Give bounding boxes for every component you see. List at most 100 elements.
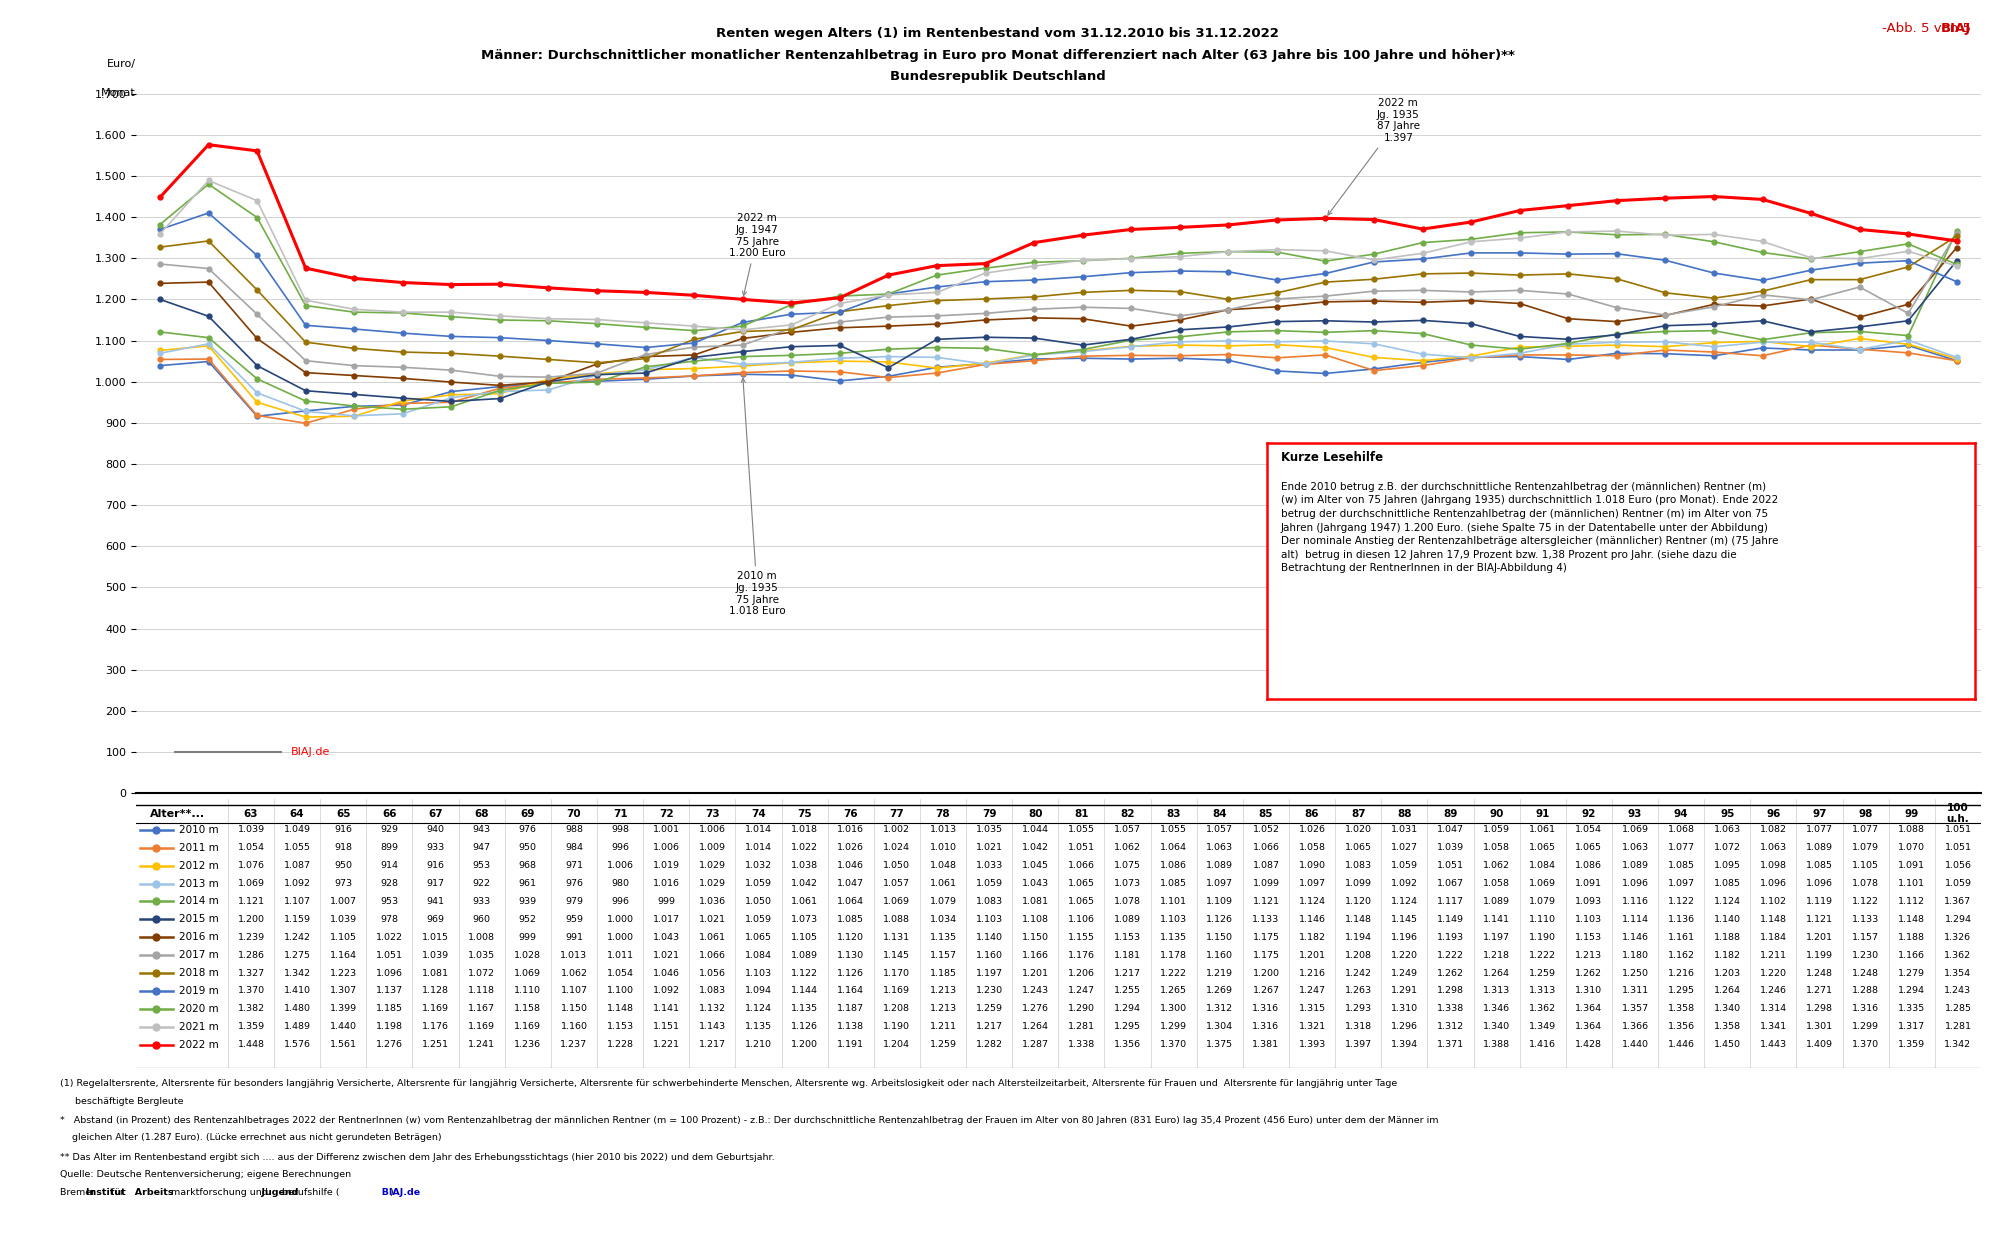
Text: 1.112: 1.112 bbox=[1899, 897, 1925, 906]
Text: 1.002: 1.002 bbox=[884, 826, 910, 834]
Text: 83: 83 bbox=[1167, 808, 1181, 818]
Text: 1.065: 1.065 bbox=[1576, 843, 1602, 852]
Text: 1.158: 1.158 bbox=[515, 1004, 541, 1013]
Text: 1.184: 1.184 bbox=[1760, 933, 1788, 942]
Text: 1.126: 1.126 bbox=[1207, 914, 1233, 924]
Text: 1.342: 1.342 bbox=[283, 968, 311, 978]
Text: 1.022: 1.022 bbox=[375, 933, 403, 942]
Text: 1.062: 1.062 bbox=[1113, 843, 1141, 852]
Text: 1.087: 1.087 bbox=[283, 861, 311, 871]
Text: 1.149: 1.149 bbox=[1436, 914, 1464, 924]
Text: Renten wegen Alters (1) im Rentenbestand vom 31.12.2010 bis 31.12.2022: Renten wegen Alters (1) im Rentenbestand… bbox=[716, 27, 1279, 40]
Text: 1.058: 1.058 bbox=[1299, 843, 1325, 852]
Text: 984: 984 bbox=[565, 843, 583, 852]
Text: 1.316: 1.316 bbox=[1851, 1004, 1879, 1013]
Text: 1.247: 1.247 bbox=[1299, 987, 1325, 995]
Text: 1.220: 1.220 bbox=[1391, 950, 1418, 959]
Text: 2017 m: 2017 m bbox=[180, 950, 219, 960]
Text: 1.084: 1.084 bbox=[744, 950, 772, 959]
Text: 1.393: 1.393 bbox=[1299, 1040, 1327, 1049]
Text: 971: 971 bbox=[565, 861, 583, 871]
Text: 1.263: 1.263 bbox=[1345, 987, 1373, 995]
Text: 1.208: 1.208 bbox=[1345, 950, 1373, 959]
Text: 1.357: 1.357 bbox=[1622, 1004, 1648, 1013]
Text: 1.072: 1.072 bbox=[1714, 843, 1742, 852]
Text: 1.150: 1.150 bbox=[1207, 933, 1233, 942]
Text: 1.366: 1.366 bbox=[1622, 1022, 1648, 1032]
Text: 1.059: 1.059 bbox=[744, 879, 772, 888]
Text: 1.346: 1.346 bbox=[1482, 1004, 1510, 1013]
Text: 1.338: 1.338 bbox=[1436, 1004, 1464, 1013]
Text: 978: 978 bbox=[381, 914, 399, 924]
Text: 1.059: 1.059 bbox=[744, 914, 772, 924]
Text: 2022 m
Jg. 1935
87 Jahre
1.397: 2022 m Jg. 1935 87 Jahre 1.397 bbox=[1329, 99, 1420, 215]
Text: 1.008: 1.008 bbox=[469, 933, 495, 942]
Text: 916: 916 bbox=[427, 861, 445, 871]
Text: 1.099: 1.099 bbox=[1345, 879, 1373, 888]
Text: 1.294: 1.294 bbox=[1899, 987, 1925, 995]
Text: 1.166: 1.166 bbox=[1021, 950, 1049, 959]
Text: 1.190: 1.190 bbox=[884, 1022, 910, 1032]
Text: BIAJ.de: BIAJ.de bbox=[291, 747, 331, 757]
Text: 1.103: 1.103 bbox=[976, 914, 1003, 924]
Text: 1.103: 1.103 bbox=[744, 968, 772, 978]
Text: Jugend: Jugend bbox=[60, 1188, 297, 1197]
Text: 1.311: 1.311 bbox=[1622, 987, 1648, 995]
Text: 1.264: 1.264 bbox=[1021, 1022, 1049, 1032]
Text: 1.200: 1.200 bbox=[237, 914, 265, 924]
Text: 1.249: 1.249 bbox=[1391, 968, 1418, 978]
Text: 1.076: 1.076 bbox=[237, 861, 265, 871]
Text: 68: 68 bbox=[475, 808, 489, 818]
Text: 1.217: 1.217 bbox=[1113, 968, 1141, 978]
Text: 979: 979 bbox=[565, 897, 583, 906]
Text: 1.296: 1.296 bbox=[1391, 1022, 1418, 1032]
Text: 1.248: 1.248 bbox=[1805, 968, 1833, 978]
Text: 1.077: 1.077 bbox=[1668, 843, 1694, 852]
Text: 1.359: 1.359 bbox=[237, 1022, 265, 1032]
Text: 1.094: 1.094 bbox=[744, 987, 772, 995]
Text: 1.157: 1.157 bbox=[930, 950, 956, 959]
Text: 72: 72 bbox=[658, 808, 674, 818]
Text: 1.197: 1.197 bbox=[1482, 933, 1510, 942]
Text: 71: 71 bbox=[612, 808, 626, 818]
Text: 998: 998 bbox=[610, 826, 628, 834]
Text: 1.185: 1.185 bbox=[375, 1004, 403, 1013]
Text: 1.014: 1.014 bbox=[744, 826, 772, 834]
Text: 1.208: 1.208 bbox=[884, 1004, 910, 1013]
Text: 1.188: 1.188 bbox=[1899, 933, 1925, 942]
Text: 1.316: 1.316 bbox=[1253, 1022, 1279, 1032]
Text: 1.148: 1.148 bbox=[1345, 914, 1373, 924]
Text: 999: 999 bbox=[656, 897, 674, 906]
Text: 1.035: 1.035 bbox=[469, 950, 495, 959]
Text: 1.096: 1.096 bbox=[375, 968, 403, 978]
Text: 70: 70 bbox=[567, 808, 581, 818]
Text: 1.222: 1.222 bbox=[1436, 950, 1464, 959]
Text: 1.312: 1.312 bbox=[1436, 1022, 1464, 1032]
Text: 1.326: 1.326 bbox=[1945, 933, 1971, 942]
Text: 1.141: 1.141 bbox=[652, 1004, 680, 1013]
Text: 1.293: 1.293 bbox=[1345, 1004, 1373, 1013]
Text: 1.065: 1.065 bbox=[744, 933, 772, 942]
Text: 96: 96 bbox=[1766, 808, 1782, 818]
Text: 917: 917 bbox=[427, 879, 445, 888]
Text: 2020 m: 2020 m bbox=[180, 1004, 219, 1014]
Text: (1) Regelaltersrente, Altersrente für besonders langjährig Versicherte, Altersre: (1) Regelaltersrente, Altersrente für be… bbox=[60, 1079, 1396, 1088]
Text: 1.116: 1.116 bbox=[1622, 897, 1648, 906]
Text: 1.055: 1.055 bbox=[1161, 826, 1187, 834]
Text: 1.128: 1.128 bbox=[423, 987, 449, 995]
Text: 1.356: 1.356 bbox=[1113, 1040, 1141, 1049]
Text: 1.067: 1.067 bbox=[1436, 879, 1464, 888]
Text: 1.242: 1.242 bbox=[283, 933, 311, 942]
Text: 1.073: 1.073 bbox=[1113, 879, 1141, 888]
Text: Quelle: Deutsche Rentenversicherung; eigene Berechnungen: Quelle: Deutsche Rentenversicherung; eig… bbox=[60, 1170, 351, 1179]
Text: 959: 959 bbox=[565, 914, 583, 924]
Text: 2022 m
Jg. 1947
75 Jahre
1.200 Euro: 2022 m Jg. 1947 75 Jahre 1.200 Euro bbox=[728, 214, 786, 296]
Text: 1.341: 1.341 bbox=[1760, 1022, 1788, 1032]
Text: 1.310: 1.310 bbox=[1576, 987, 1602, 995]
Text: 1.118: 1.118 bbox=[469, 987, 495, 995]
Text: 80: 80 bbox=[1027, 808, 1043, 818]
Text: BIAJ: BIAJ bbox=[1941, 22, 1971, 35]
Text: 1.213: 1.213 bbox=[930, 987, 956, 995]
Text: 1.121: 1.121 bbox=[1253, 897, 1279, 906]
Text: 1.370: 1.370 bbox=[237, 987, 265, 995]
